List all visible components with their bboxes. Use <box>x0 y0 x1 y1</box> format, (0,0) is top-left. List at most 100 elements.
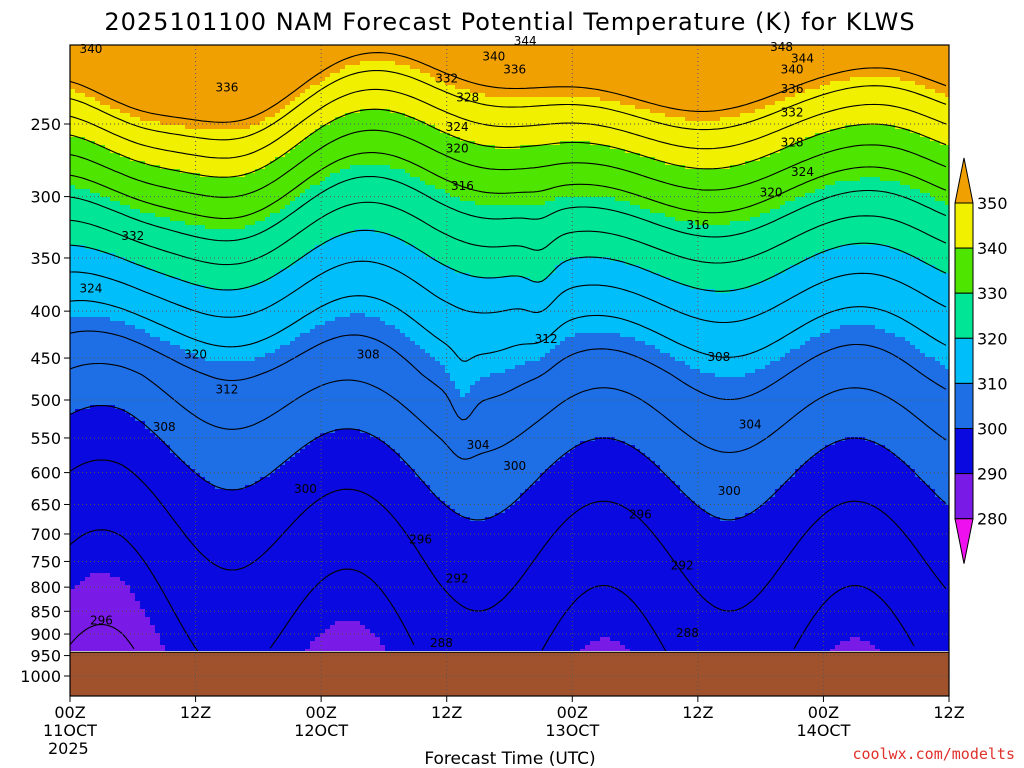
fill-cell <box>220 597 226 602</box>
fill-cell <box>115 329 121 334</box>
fill-cell <box>160 49 166 54</box>
fill-cell <box>225 557 231 562</box>
fill-cell <box>120 353 126 358</box>
fill-cell <box>95 505 101 510</box>
fill-cell <box>145 385 151 390</box>
fill-cell <box>95 393 101 398</box>
fill-cell <box>210 581 216 586</box>
fill-cell <box>155 469 161 474</box>
fill-cell <box>205 509 211 514</box>
fill-cell <box>145 93 151 98</box>
fill-cell <box>220 461 226 466</box>
fill-cell <box>140 61 146 66</box>
fill-cell <box>115 521 121 526</box>
fill-cell <box>130 429 136 434</box>
fill-cell <box>125 497 131 502</box>
fill-cell <box>210 61 216 66</box>
fill-cell <box>145 189 151 194</box>
fill-cell <box>220 517 226 522</box>
fill-cell <box>140 549 146 554</box>
fill-cell <box>125 613 131 618</box>
fill-cell <box>165 525 171 530</box>
fill-cell <box>200 157 206 162</box>
fill-cell <box>225 49 231 54</box>
fill-cell <box>110 605 116 610</box>
fill-cell <box>110 449 116 454</box>
fill-cell <box>190 481 196 486</box>
fill-cell <box>105 513 111 518</box>
fill-cell <box>100 121 106 126</box>
fill-cell <box>220 365 226 370</box>
fill-cell <box>70 461 76 466</box>
fill-cell <box>170 161 176 166</box>
fill-cell <box>200 645 206 650</box>
fill-cell <box>185 389 191 394</box>
fill-cell <box>140 89 146 94</box>
fill-cell <box>165 117 171 122</box>
fill-cell <box>190 629 196 634</box>
fill-cell <box>130 381 136 386</box>
fill-cell <box>165 265 171 270</box>
fill-cell <box>125 161 131 166</box>
fill-cell <box>185 65 191 70</box>
fill-cell <box>230 517 236 522</box>
fill-cell <box>75 237 81 242</box>
fill-cell <box>120 73 126 78</box>
fill-cell <box>70 77 76 82</box>
fill-cell <box>140 333 146 338</box>
fill-cell <box>215 553 221 558</box>
fill-cell <box>140 305 146 310</box>
fill-cell <box>110 297 116 302</box>
fill-cell <box>165 369 171 374</box>
fill-cell <box>105 413 111 418</box>
fill-cell <box>70 593 76 598</box>
fill-cell <box>215 189 221 194</box>
fill-cell <box>205 457 211 462</box>
fill-cell <box>185 149 191 154</box>
fill-cell <box>150 213 156 218</box>
fill-cell <box>100 173 106 178</box>
fill-cell <box>110 401 116 406</box>
fill-cell <box>220 557 226 562</box>
fill-cell <box>135 573 141 578</box>
fill-cell <box>190 513 196 518</box>
fill-cell <box>215 577 221 582</box>
fill-cell <box>160 453 166 458</box>
fill-cell <box>95 509 101 514</box>
fill-cell <box>125 269 131 274</box>
fill-cell <box>205 585 211 590</box>
fill-cell <box>150 401 156 406</box>
fill-cell <box>125 397 131 402</box>
fill-cell <box>140 613 146 618</box>
fill-cell <box>185 401 191 406</box>
fill-cell <box>120 433 126 438</box>
fill-cell <box>215 637 221 642</box>
fill-cell <box>75 525 81 530</box>
fill-cell <box>215 433 221 438</box>
fill-cell <box>215 461 221 466</box>
fill-cell <box>85 337 91 342</box>
fill-cell <box>145 497 151 502</box>
fill-cell <box>115 321 121 326</box>
fill-cell <box>140 485 146 490</box>
fill-cell <box>85 505 91 510</box>
fill-cell <box>220 233 226 238</box>
fill-cell <box>130 605 136 610</box>
fill-cell <box>225 621 231 626</box>
fill-cell <box>85 561 91 566</box>
fill-cell <box>175 321 181 326</box>
fill-cell <box>220 253 226 258</box>
fill-cell <box>120 473 126 478</box>
fill-cell <box>70 569 76 574</box>
fill-cell <box>170 557 176 562</box>
fill-cell <box>90 61 96 66</box>
fill-cell <box>175 345 181 350</box>
fill-cell <box>110 641 116 646</box>
fill-cell <box>230 273 236 278</box>
fill-cell <box>220 285 226 290</box>
fill-cell <box>80 69 86 74</box>
fill-cell <box>115 57 121 62</box>
fill-cell <box>100 397 106 402</box>
fill-cell <box>175 245 181 250</box>
fill-cell <box>95 513 101 518</box>
